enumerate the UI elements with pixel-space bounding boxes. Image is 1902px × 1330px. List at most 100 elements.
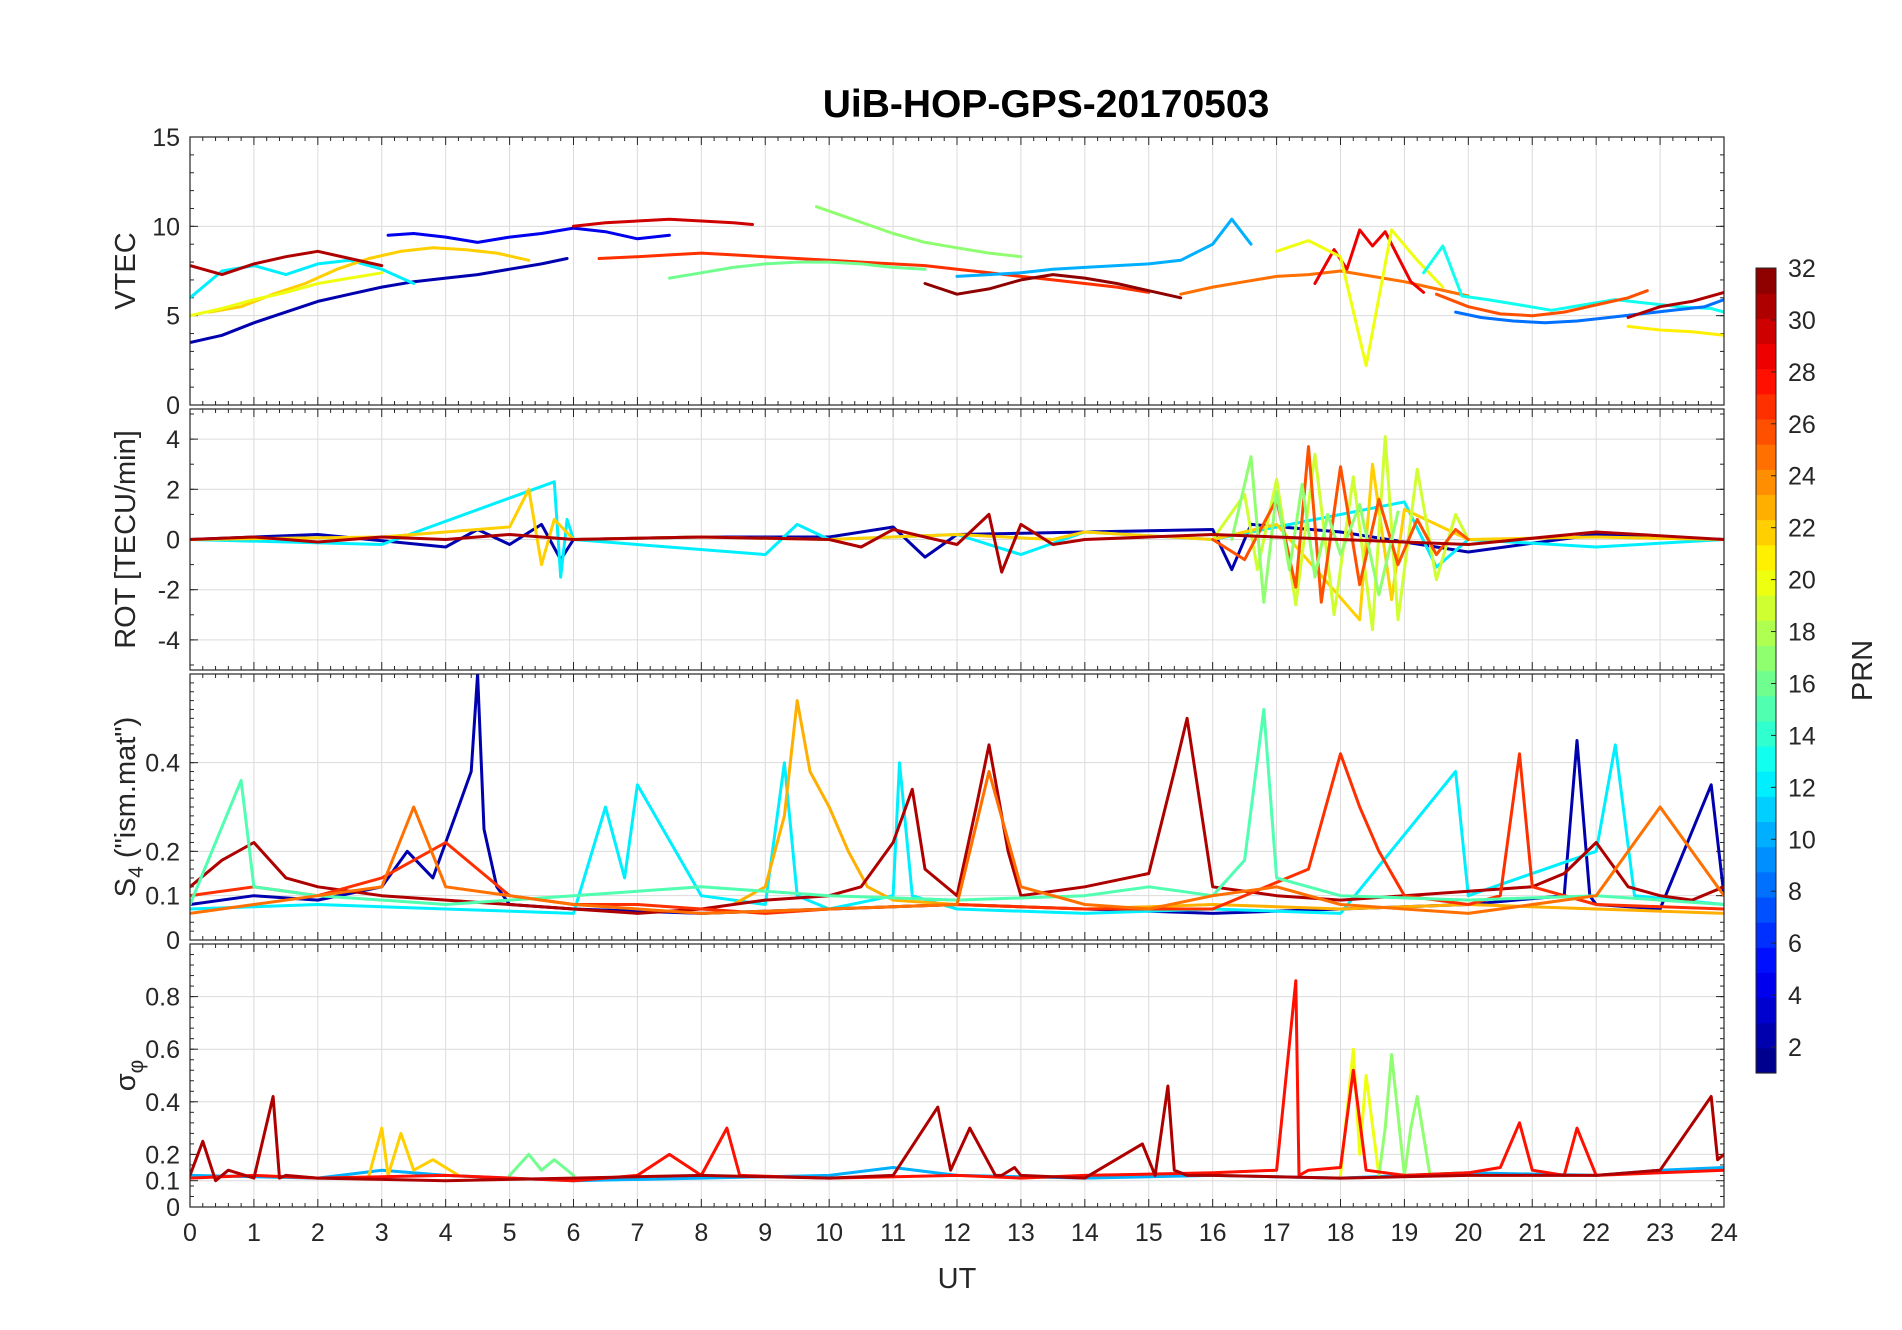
series-prn-32 xyxy=(923,273,1183,300)
colorbar-cell xyxy=(1756,796,1776,823)
series-prn-22 xyxy=(190,462,1724,622)
y-tick-label: 0 xyxy=(166,527,180,555)
colorbar-cell xyxy=(1756,1047,1776,1074)
y-tick-label: -4 xyxy=(158,627,180,655)
series-prn-2 xyxy=(190,257,569,344)
y-tick-label: 0 xyxy=(166,927,180,955)
axes-box xyxy=(189,408,1725,671)
y-axis-label-rest: ("ism.mat") xyxy=(110,717,142,866)
y-tick-label: 0.1 xyxy=(145,883,180,911)
colorbar-cell xyxy=(1756,720,1776,747)
series-prn-16 xyxy=(667,260,927,280)
series-group xyxy=(190,674,1724,915)
series-prn-21 xyxy=(1626,324,1724,337)
series-prn-4 xyxy=(386,226,671,244)
x-tick-label: 8 xyxy=(694,1219,708,1247)
axes-box xyxy=(189,943,1725,1208)
x-tick-label: 13 xyxy=(1007,1219,1035,1247)
y-axis-label: S4 ("ism.mat") xyxy=(110,717,148,898)
y-tick-label: 0.1 xyxy=(145,1168,180,1196)
series-prn-8 xyxy=(1454,298,1724,325)
series-prn-20 xyxy=(1275,228,1445,368)
series-prn-27 xyxy=(597,251,1151,294)
panel-rot: -4 -2 0 2 4 ROT [TECU/min] xyxy=(110,408,1725,671)
panel-s4: 0 0.1 0.2 0.4S4 ("ism.mat") xyxy=(110,673,1725,955)
colorbar-cell xyxy=(1756,846,1776,873)
y-tick-label: 10 xyxy=(152,213,180,241)
chart-title: UiB-HOP-GPS-20170503 xyxy=(823,83,1270,126)
colorbar-tick-label: 4 xyxy=(1788,982,1802,1010)
colorbar-tick-label: 18 xyxy=(1788,619,1816,647)
y-tick-label: 0.2 xyxy=(145,838,180,866)
colorbar-cell xyxy=(1756,293,1776,319)
x-tick-label: 17 xyxy=(1263,1219,1291,1247)
y-tick-label: 0.4 xyxy=(145,750,180,778)
series-prn-31 xyxy=(190,249,384,277)
colorbar-cell xyxy=(1756,569,1776,596)
x-tick-label: 15 xyxy=(1135,1219,1163,1247)
x-tick-label: 23 xyxy=(1646,1219,1674,1247)
y-axis-label: σφ xyxy=(110,1060,148,1092)
colorbar-cell xyxy=(1756,544,1776,571)
series-prn-20 xyxy=(190,271,384,318)
series-prn-10 xyxy=(955,217,1253,278)
colorbar-tick-label: 30 xyxy=(1788,307,1816,335)
colorbar-cell xyxy=(1756,670,1776,697)
x-tick-label: 16 xyxy=(1199,1219,1227,1247)
colorbar-cell xyxy=(1756,695,1776,722)
y-axis-label-sub: 4 xyxy=(125,866,148,878)
series-prn-31 xyxy=(190,716,1724,915)
series-prn-25 xyxy=(1179,269,1470,298)
axes-box xyxy=(189,673,1725,941)
x-tick-label: 1 xyxy=(247,1219,261,1247)
colorbar-tick-label: 6 xyxy=(1788,930,1802,958)
colorbar-cell xyxy=(1756,368,1776,395)
colorbar-tick-label: 20 xyxy=(1788,567,1816,595)
colorbar-tick-label: 2 xyxy=(1788,1034,1802,1062)
x-tick-label: 18 xyxy=(1327,1219,1355,1247)
y-tick-label: 0 xyxy=(166,1194,180,1222)
colorbar-cell xyxy=(1756,947,1776,973)
x-tick-label: 20 xyxy=(1454,1219,1482,1247)
series-prn-22 xyxy=(367,1126,460,1177)
series-prn-25 xyxy=(190,770,1724,915)
colorbar-tick-label: 26 xyxy=(1788,411,1816,439)
y-tick-label: 0.4 xyxy=(145,1089,180,1117)
colorbar-cell xyxy=(1756,922,1776,948)
colorbar-tick-label: 32 xyxy=(1788,255,1816,283)
y-axis-label-main: σ xyxy=(110,1073,142,1091)
colorbar-cell xyxy=(1756,972,1776,999)
series-prn-17 xyxy=(814,205,1023,259)
series-prn-12 xyxy=(190,743,1724,915)
x-tick-label: 6 xyxy=(567,1219,581,1247)
colorbar-cell xyxy=(1756,268,1776,294)
x-tick-label: 19 xyxy=(1391,1219,1419,1247)
axes-box xyxy=(189,136,1725,406)
series-prn-16 xyxy=(508,1152,575,1177)
colorbar-tick-label: 14 xyxy=(1788,722,1816,750)
y-tick-label: 15 xyxy=(152,124,180,152)
x-tick-label: 9 xyxy=(758,1219,772,1247)
x-tick-label: 12 xyxy=(943,1219,971,1247)
colorbar-cell xyxy=(1756,821,1776,848)
colorbar-cell xyxy=(1756,645,1776,672)
x-tick-label: 21 xyxy=(1518,1219,1546,1247)
x-tick-label: 24 xyxy=(1710,1219,1738,1247)
series-prn-31 xyxy=(190,1084,1724,1183)
y-tick-label: 2 xyxy=(166,476,180,504)
colorbar-cell xyxy=(1756,444,1776,470)
x-tick-label: 10 xyxy=(815,1219,843,1247)
colorbar-cell xyxy=(1756,469,1776,496)
colorbar-tick-label: 24 xyxy=(1788,463,1816,491)
series-prn-13 xyxy=(1422,244,1724,314)
series-prn-26 xyxy=(1434,289,1649,318)
colorbar-cell xyxy=(1756,745,1776,772)
y-axis-label-main: ROT [TECU/min] xyxy=(110,430,142,649)
colorbar-tick-label: 22 xyxy=(1788,515,1816,543)
y-tick-label: 5 xyxy=(166,303,180,331)
series-prn-10 xyxy=(190,1166,1724,1183)
colorbar-cell xyxy=(1756,494,1776,521)
x-tick-label: 2 xyxy=(311,1219,325,1247)
colorbar-cell xyxy=(1756,620,1776,646)
